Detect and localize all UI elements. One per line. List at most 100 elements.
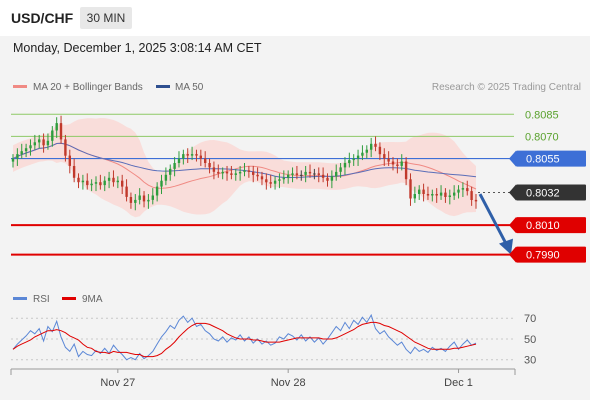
forecast-arrow	[478, 193, 513, 255]
header-bar: USD/CHF 30 MIN	[0, 0, 590, 36]
candle-body	[439, 192, 443, 196]
candle-body	[321, 174, 325, 178]
candle-body	[252, 171, 255, 175]
candle-body	[59, 123, 63, 140]
candle-body	[278, 179, 281, 181]
support-tag-pointer-4	[509, 217, 516, 234]
x-tick-label-0: Nov 27	[100, 377, 135, 389]
rsi-9ma-line	[12, 321, 477, 358]
candle-body	[474, 199, 478, 202]
candle-body	[11, 158, 15, 162]
resistance-label-1: 0.8070	[525, 131, 559, 143]
timeframe-badge[interactable]: 30 MIN	[80, 7, 132, 29]
candle-body	[339, 167, 342, 172]
candle-body	[448, 195, 451, 197]
candle-body	[387, 158, 390, 162]
candle-body	[121, 180, 124, 187]
candle-body	[282, 177, 285, 180]
candle-body	[160, 180, 163, 187]
candle-body	[134, 199, 137, 203]
candle-body	[361, 152, 364, 156]
candle-body	[33, 142, 36, 146]
candle-body	[326, 177, 329, 181]
candle-body	[404, 161, 408, 180]
resistance_major-tag-pointer-2	[509, 150, 516, 167]
candle-body	[413, 194, 416, 199]
candle-body	[391, 161, 395, 165]
candle-body	[348, 160, 351, 164]
x-tick-label-1: Nov 28	[271, 377, 306, 389]
current-price-tag-pointer	[509, 184, 516, 201]
candle-body	[457, 189, 460, 193]
candle-body	[418, 189, 421, 194]
candle-body	[269, 182, 272, 184]
symbol-label: USD/CHF	[11, 10, 74, 26]
candle-body	[426, 194, 430, 196]
candle-body	[221, 171, 224, 174]
candle-body	[142, 195, 146, 202]
resistance_major-label-2: 0.8055	[526, 154, 560, 166]
legend-swatch-rsi	[13, 297, 27, 300]
legend-swatch-ma50	[156, 85, 170, 88]
candle-body	[435, 194, 438, 196]
candle-body	[335, 171, 338, 177]
current-price-label: 0.8032	[526, 188, 560, 200]
candle-body	[453, 192, 456, 196]
candle-body	[81, 180, 85, 183]
candle-body	[308, 171, 312, 174]
candle-body	[51, 130, 54, 141]
support-tag-5	[516, 246, 586, 263]
resistance-label-0: 0.8085	[525, 109, 559, 121]
resistance_major-tag-2	[516, 150, 586, 167]
candle-body	[287, 174, 290, 178]
candle-body	[125, 186, 128, 197]
candle-body	[177, 158, 181, 163]
candle-body	[317, 173, 320, 175]
candle-body	[116, 180, 119, 183]
rsi-tick-label-50: 50	[524, 334, 536, 346]
candle-body	[72, 166, 76, 178]
candle-body	[24, 148, 28, 152]
legend-label-ma50: MA 50	[175, 82, 204, 93]
candle-body	[107, 177, 111, 181]
candle-body	[64, 139, 67, 156]
candle-body	[330, 176, 334, 181]
candle-body	[256, 174, 259, 177]
candle-body	[164, 174, 168, 181]
candle-body	[173, 163, 176, 169]
candle-body	[352, 158, 355, 161]
rsi-panel: 70 50 30	[11, 313, 536, 367]
support-label-5: 0.7990	[526, 250, 560, 262]
support-label-4: 0.8010	[526, 220, 560, 232]
level-lines	[11, 113, 515, 256]
level-tags: 0.8085 0.8070 0.8055 0.8032 0.8010 0.7990	[509, 109, 586, 263]
rsi-tick-label-30: 30	[524, 355, 536, 367]
candle-body	[247, 170, 251, 172]
candle-body	[151, 195, 154, 200]
candle-body	[343, 163, 347, 168]
candle-body	[212, 167, 216, 172]
credit-label: Research © 2025 Trading Central	[432, 82, 581, 93]
candle-body	[195, 154, 198, 156]
rsi-tick-label-70: 70	[524, 313, 536, 325]
candle-body	[265, 179, 268, 183]
candle-body	[295, 173, 299, 175]
candle-body	[431, 194, 434, 196]
candle-body	[370, 143, 373, 150]
candle-body	[90, 183, 93, 186]
forecast-arrow-shaft	[478, 193, 509, 247]
candle-body	[38, 139, 41, 143]
candle-body	[225, 171, 229, 174]
candle-body	[138, 195, 141, 200]
candle-body	[234, 173, 237, 175]
candle-body	[466, 188, 469, 192]
candle-body	[365, 149, 368, 153]
candle-body	[444, 192, 447, 197]
candlesticks	[11, 115, 478, 211]
candle-body	[304, 171, 307, 175]
legend-swatch-ma20	[13, 85, 27, 88]
candle-body	[147, 199, 150, 202]
candle-body	[129, 197, 133, 203]
candle-body	[230, 173, 233, 175]
candle-body	[155, 186, 159, 196]
